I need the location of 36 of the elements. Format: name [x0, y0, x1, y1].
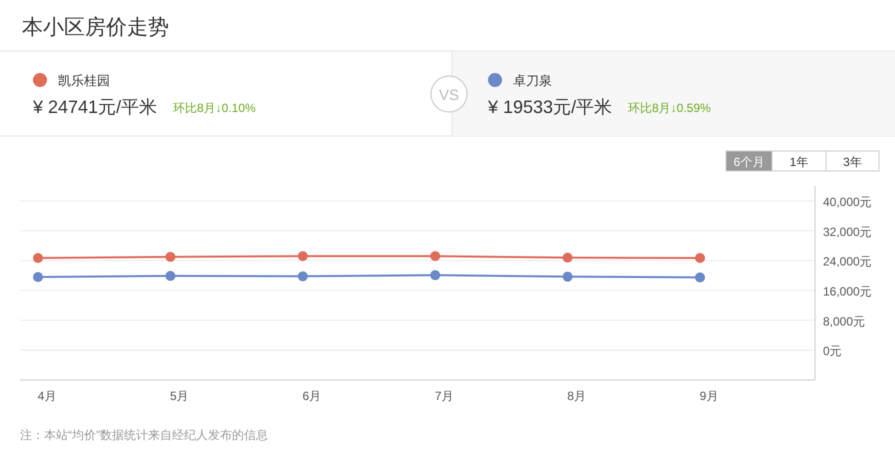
y-tick-label: 40,000元 [823, 194, 872, 209]
x-tick-label: 7月 [434, 389, 454, 403]
y-tick-label: 24,000元 [823, 254, 872, 269]
point [430, 270, 440, 280]
y-tick-label: 32,000元 [823, 224, 872, 239]
text: 1年 [790, 155, 808, 169]
legend-label: 卓刀泉 [513, 73, 552, 88]
x-tick-label: 5月 [170, 389, 189, 403]
y-tick-label: 16,000元 [823, 284, 872, 298]
point [33, 272, 43, 282]
y-tick-label: 8,000元 [823, 314, 866, 328]
text: 环比8月↓0.10% [173, 101, 256, 115]
y-tick-label: 0元 [823, 344, 842, 358]
text: ¥ 24741元/平米 [32, 97, 158, 117]
text: 注：本站“均价”数据统计来自经纪人发布的信息 [20, 428, 268, 442]
x-tick-label: 4月 [38, 389, 56, 403]
text: 3年 [843, 155, 862, 169]
point [562, 272, 573, 282]
point [165, 252, 176, 262]
x-tick-label: 9月 [700, 389, 718, 403]
point [298, 251, 308, 262]
x-tick-label: 8月 [567, 389, 586, 403]
point [695, 272, 705, 282]
legend-label: 凯乐桂园 [58, 73, 110, 88]
point [298, 271, 308, 282]
chart-title: 本小区房价走势 [22, 16, 169, 39]
text: 环比8月↓0.59% [628, 101, 712, 115]
point [165, 270, 176, 281]
point [430, 251, 440, 262]
x-tick-label: 6月 [302, 389, 322, 403]
point [562, 252, 573, 263]
text: ¥ 19533元/平米 [487, 97, 612, 117]
text: VS [438, 87, 460, 104]
point [695, 253, 705, 264]
text: 6个月 [734, 155, 764, 169]
point [33, 253, 43, 264]
